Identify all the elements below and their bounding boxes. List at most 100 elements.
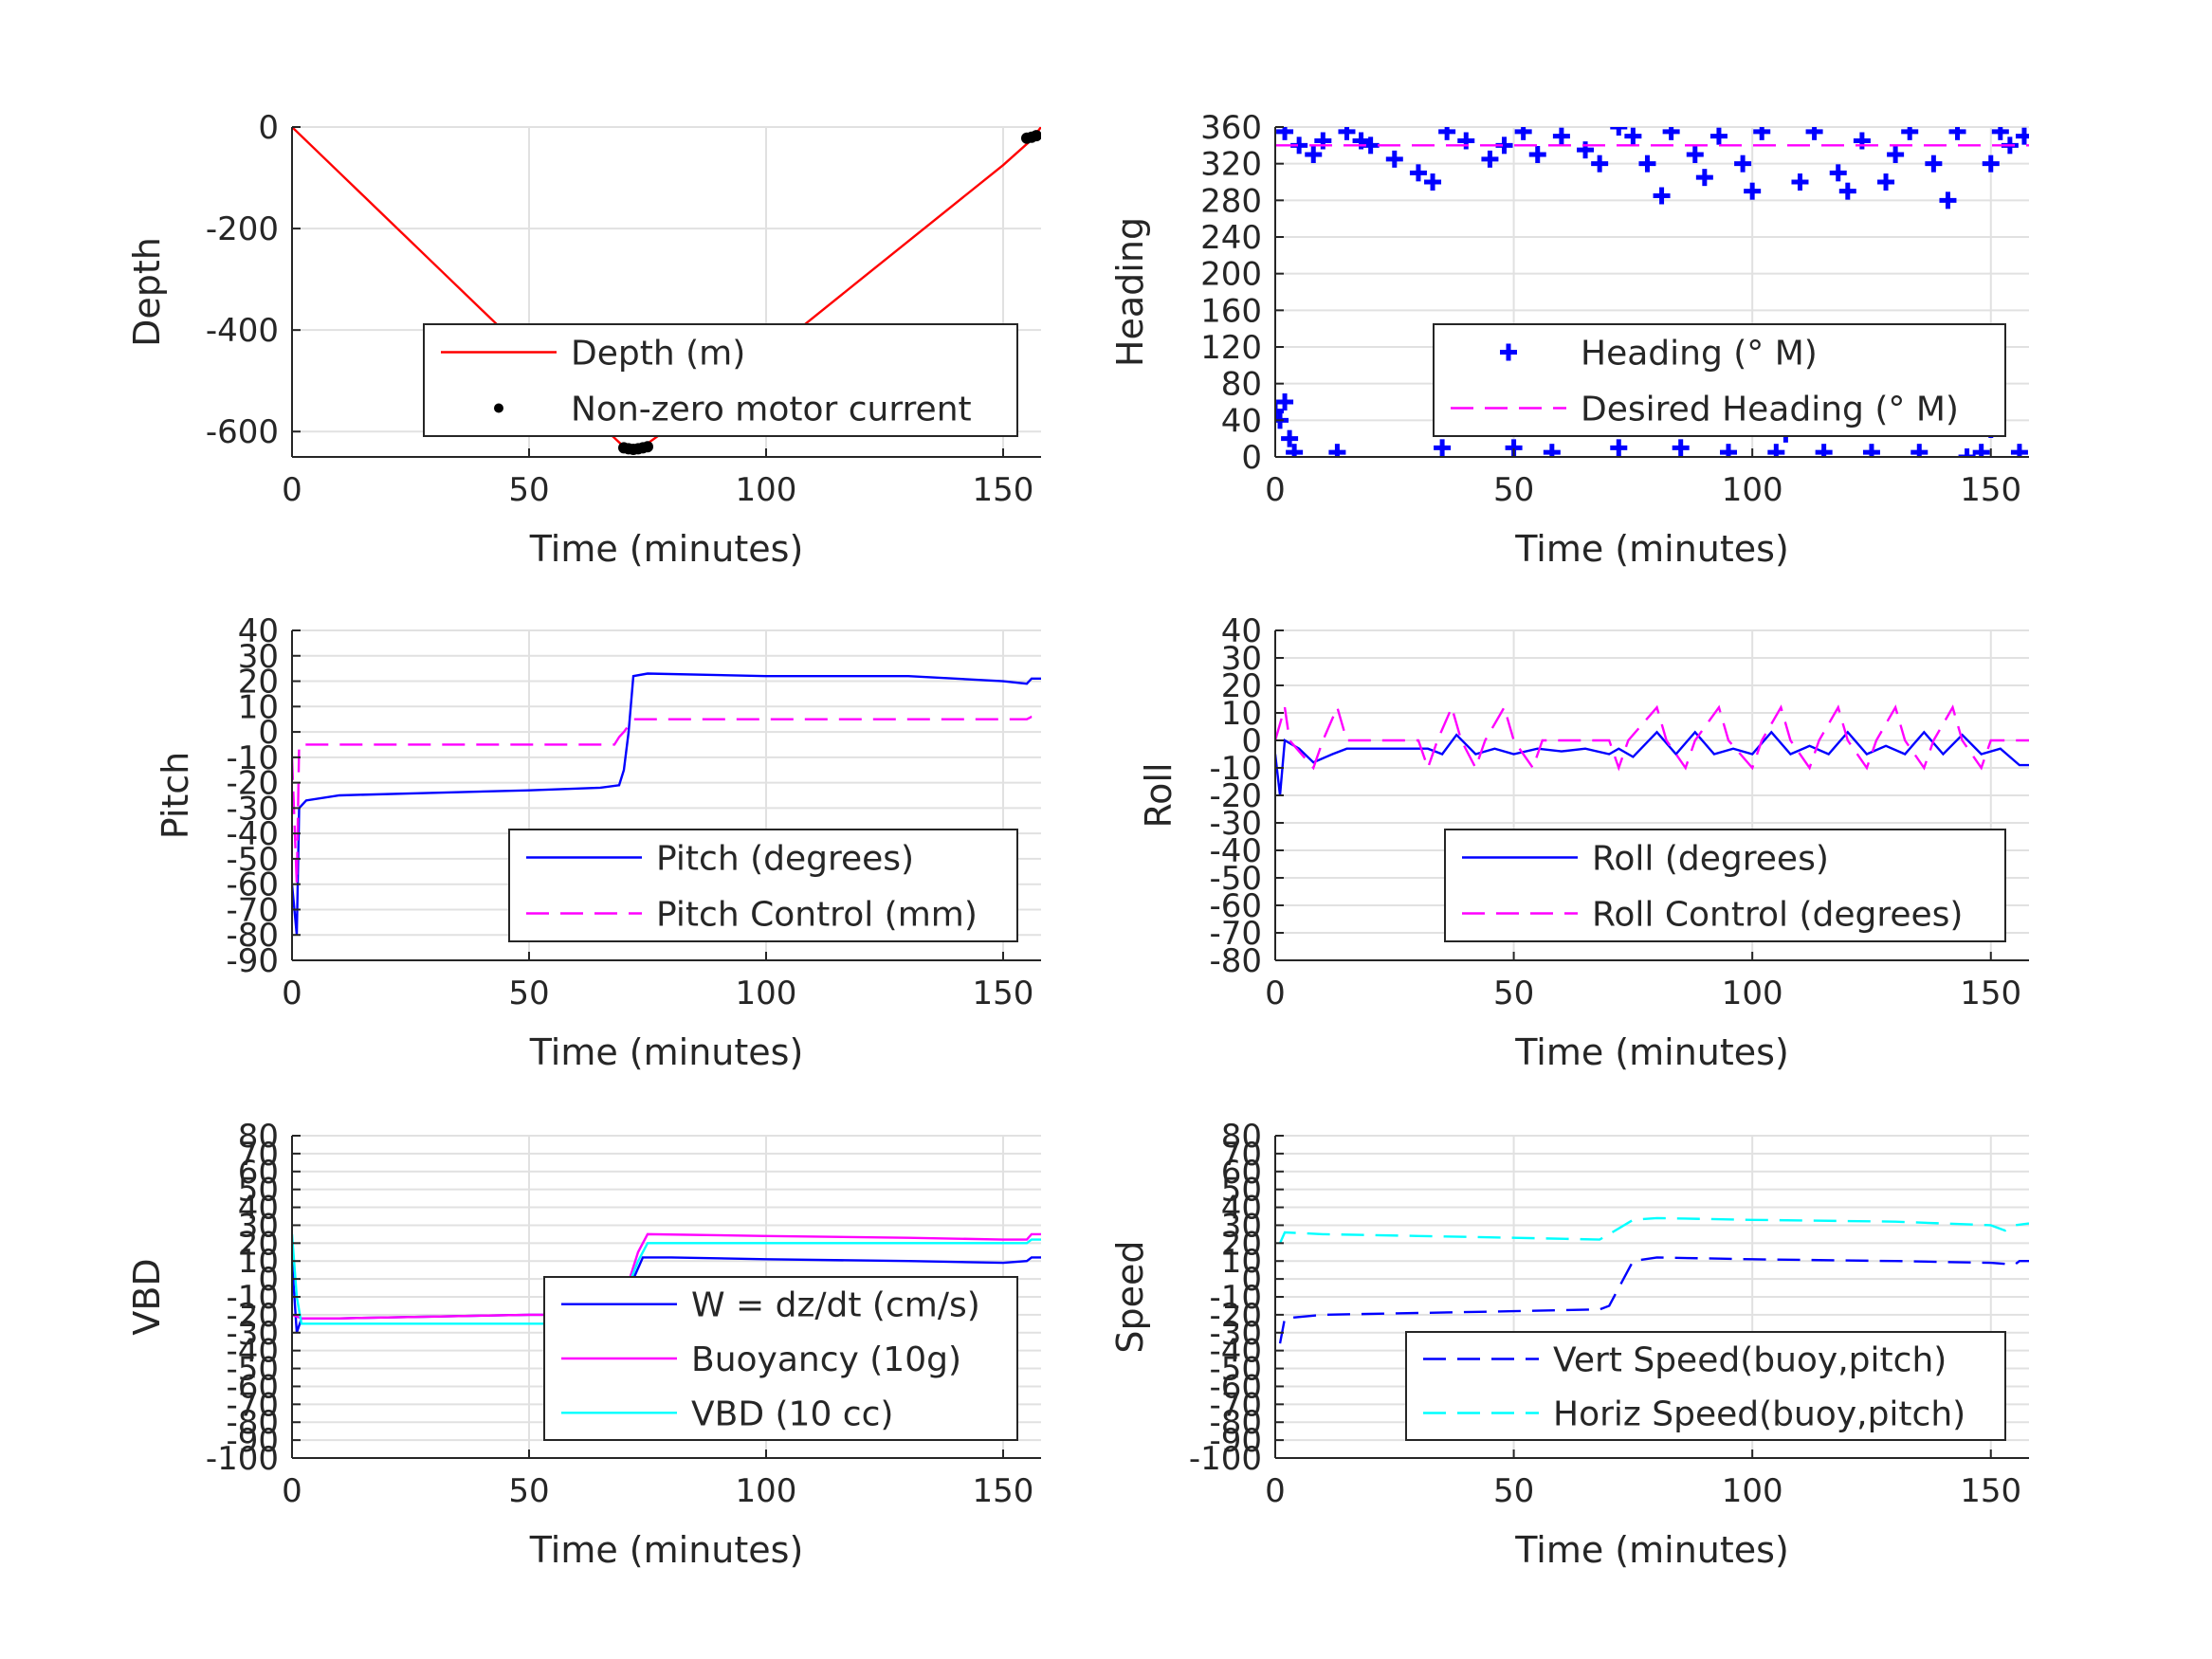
plot-area (1275, 127, 2029, 457)
y-tick-label: -80 (226, 917, 279, 955)
y-tick-label: 50 (1221, 1172, 1262, 1210)
y-tick-label: -60 (1209, 1368, 1262, 1406)
y-tick-label: -40 (1209, 1333, 1262, 1371)
legend: Heading (° M) Desired Heading (° M) (1433, 323, 2006, 437)
y-tick-label: 40 (1221, 402, 1262, 440)
y-tick-label: -200 (206, 210, 279, 248)
data-point (1624, 127, 1642, 145)
y-tick-label: 20 (238, 664, 279, 702)
data-point (2010, 444, 2028, 457)
data-point (1958, 448, 1976, 457)
series-line-1 (292, 715, 1041, 884)
x-tick-label: 0 (282, 975, 302, 1012)
y-tick-label: 0 (1241, 439, 1262, 477)
x-tick-label: 100 (1722, 975, 1783, 1012)
x-tick-label: 50 (508, 471, 549, 509)
y-tick-label: 70 (238, 1136, 279, 1174)
y-tick-label: 40 (238, 1190, 279, 1228)
x-tick-label: 100 (736, 1472, 797, 1510)
data-point (1577, 141, 1595, 159)
data-point (1338, 127, 1356, 140)
y-tick-label: -40 (226, 815, 279, 853)
legend-label: Heading (° M) (1581, 335, 1818, 374)
y-tick-label: 0 (258, 1261, 279, 1299)
x-tick-label: 150 (1960, 471, 2021, 509)
y-tick-label: -100 (1189, 1440, 1262, 1478)
y-tick-label: 70 (1221, 1136, 1262, 1174)
data-point (1720, 444, 1738, 457)
x-axis-label: Time (minutes) (529, 528, 804, 570)
legend-label: W = dz/dt (cm/s) (691, 1286, 980, 1325)
y-tick-label: 80 (1221, 366, 1262, 404)
data-point (1328, 444, 1346, 457)
chart-vbd: 0 50 100 150-100-90-80-70-60-50-40-30-20-10… (126, 1118, 1041, 1571)
y-tick-label: -30 (226, 790, 279, 828)
legend-label: Non-zero motor current (571, 391, 972, 429)
data-point (1972, 444, 1990, 457)
data-point (1862, 444, 1880, 457)
y-tick-label: 40 (238, 612, 279, 650)
data-point (1281, 429, 1299, 447)
legend-label: Depth (m) (571, 335, 745, 374)
data-point (1982, 155, 2000, 173)
legend: Roll (degrees) Roll Control (degrees) (1444, 829, 2006, 942)
series-line-1 (292, 1232, 1041, 1320)
y-tick-label: -60 (1209, 887, 1262, 925)
y-tick-label: -10 (226, 1279, 279, 1317)
legend-box (1444, 829, 2006, 942)
y-tick-label: -30 (1209, 1315, 1262, 1353)
x-axis-label: Time (minutes) (529, 1529, 804, 1571)
y-tick-label: 40 (1221, 612, 1262, 650)
y-tick-label: -600 (206, 413, 279, 451)
y-tick-label: 80 (238, 1118, 279, 1156)
x-tick-label: 50 (1493, 975, 1534, 1012)
y-tick-label: -10 (1209, 750, 1262, 788)
data-point (1610, 127, 1628, 136)
y-tick-label: -50 (1209, 860, 1262, 898)
data-point (1543, 444, 1561, 457)
x-tick-label: 0 (282, 1472, 302, 1510)
data-point (1275, 402, 1284, 420)
x-axis-label: Time (minutes) (1514, 1529, 1789, 1571)
x-tick-label: 0 (1265, 975, 1286, 1012)
data-point (2015, 127, 2029, 145)
y-tick-label: -50 (1209, 1351, 1262, 1389)
y-tick-label: 0 (258, 109, 279, 147)
y-tick-label: 30 (238, 1207, 279, 1245)
data-point (1767, 444, 1785, 457)
data-point (1734, 155, 1752, 173)
y-tick-label: 120 (1200, 329, 1262, 367)
y-tick-label: -20 (226, 1297, 279, 1335)
y-tick-label: -70 (1209, 1386, 1262, 1424)
data-point (1910, 444, 1929, 457)
y-tick-label: -90 (1209, 1422, 1262, 1460)
y-tick-label: 320 (1200, 146, 1262, 184)
legend: Pitch (degrees) Pitch Control (mm) (508, 829, 1018, 942)
data-point (1610, 439, 1628, 457)
y-axis-label: Heading (1109, 217, 1151, 367)
y-tick-label: -30 (1209, 805, 1262, 843)
chart-depth: 0 50 100 150 -600 -400 -200 0 Time (minutes) Dept… (126, 109, 1041, 570)
legend-box (1405, 1331, 2006, 1441)
y-tick-label: 10 (238, 688, 279, 726)
legend-swatch (1500, 343, 1517, 361)
plot-area (292, 127, 1041, 455)
y-tick-label: 20 (1221, 1225, 1262, 1263)
data-point (1424, 173, 1442, 191)
plot-area (292, 672, 1041, 936)
data-point (1901, 127, 1919, 140)
data-point (1286, 444, 1304, 457)
chart-speed: 0 50 100 150-100-90-80-70-60-50-40-30-20-10… (1109, 1118, 2029, 1571)
x-tick-label: 50 (1493, 1472, 1534, 1510)
y-tick-label: -60 (226, 1368, 279, 1406)
y-tick-label: 80 (1221, 1118, 1262, 1156)
y-tick-label: 60 (238, 1154, 279, 1192)
x-axis-label: Time (minutes) (1514, 1031, 1789, 1073)
y-tick-label: -80 (1209, 942, 1262, 980)
legend: Vert Speed(buoy,pitch) Horiz Speed(buoy,p… (1405, 1331, 2006, 1441)
data-point (1948, 127, 1966, 140)
data-point (1853, 132, 1871, 150)
data-point (1434, 439, 1452, 457)
